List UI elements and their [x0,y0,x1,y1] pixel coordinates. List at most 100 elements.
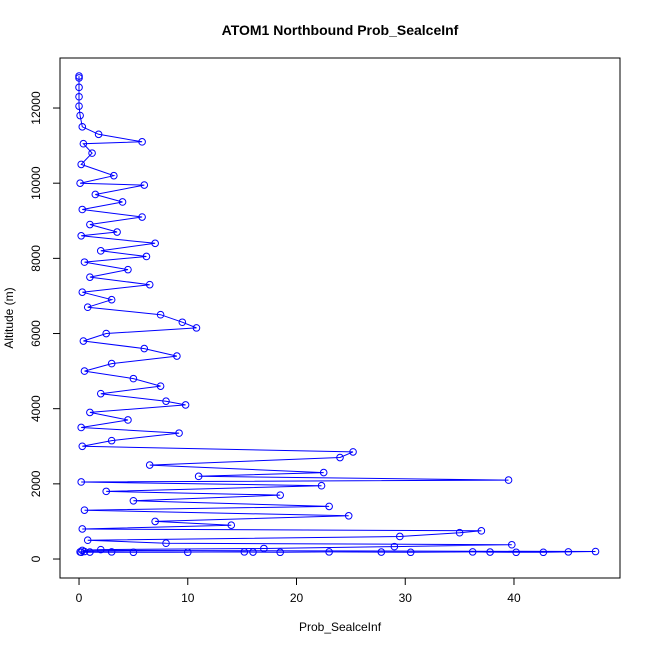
x-tick-label: 40 [507,591,521,605]
data-point [227,521,236,529]
data-point [349,448,357,456]
data-point [455,528,464,537]
data-point [86,408,94,417]
data-point [118,198,127,206]
data-point [156,310,165,319]
data-point [512,548,520,557]
data-point [96,545,105,554]
x-tick-label: 0 [76,591,83,605]
data-point [396,532,404,541]
data-point [86,273,94,281]
data-point [325,502,333,511]
data-point [129,374,138,383]
data-point [80,367,89,375]
x-tick-label: 20 [290,591,304,605]
data-point [77,478,86,486]
data-point [477,527,486,535]
data-point [138,138,146,146]
data-point [102,329,111,338]
data-point [77,423,86,432]
data-point [88,149,96,157]
data-point [107,359,116,368]
data-point [162,397,170,405]
data-point [240,548,249,556]
data-point [76,111,84,120]
data-point [145,280,154,289]
data-point [77,232,86,240]
data-point [76,179,84,187]
data-point [75,102,83,110]
data-point [140,181,149,189]
y-tick-label: 12000 [29,91,43,125]
data-point [539,548,548,557]
data-point [173,352,181,360]
data-point [276,548,284,557]
data-point [260,544,268,553]
data-point [75,83,83,92]
y-tick-label: 4000 [29,395,43,422]
data-point [175,429,183,437]
x-axis-label: Prob_SealceInf [299,620,382,634]
data-point [107,436,116,445]
data-point [319,468,328,477]
data-point [107,548,116,556]
data-point [249,548,257,556]
y-tick-label: 2000 [29,470,43,497]
data-point [96,389,105,398]
data-point [162,539,170,548]
data-point [377,548,386,556]
data-point [78,123,87,131]
data-point [194,472,203,481]
data-point [91,190,100,199]
y-tick-label: 10000 [29,166,43,200]
data-point [124,416,132,424]
data-point [79,139,88,148]
y-tick-label: 0 [29,555,43,562]
data-point [83,536,92,545]
data-point [80,547,89,556]
data-point [151,239,159,248]
data-point [78,525,87,533]
data-point [129,496,138,505]
data-point [86,220,94,229]
y-tick-label: 6000 [29,320,43,347]
data-point [276,491,284,499]
data-point [591,547,600,556]
data-point [80,258,89,266]
x-tick-label: 30 [399,591,413,605]
data-point [79,337,88,345]
data-point [486,548,494,556]
data-point [138,213,146,221]
data-point [192,324,201,332]
data-point [504,476,513,484]
data-point [508,540,516,549]
data-point [156,382,165,390]
data-point [183,548,192,557]
data-point [406,548,415,557]
data-point [325,548,333,556]
data-point [80,506,89,514]
data-point [142,252,151,261]
data-point [96,247,105,255]
data-point [78,442,87,451]
data-point [145,461,154,469]
data-point [86,548,94,556]
x-tick-label: 10 [181,591,195,605]
data-point [102,487,111,496]
data-point [178,318,187,327]
chart-title: ATOM1 Northbound Prob_SealceInf [222,22,459,38]
data-point [110,171,118,180]
data-point [181,401,190,409]
y-tick-label: 8000 [29,245,43,272]
data-point [78,205,87,214]
data-point [564,548,573,556]
data-point [140,344,149,353]
data-point [124,265,132,274]
data-point [78,288,87,296]
data-point [468,548,477,556]
y-axis-label: Altitude (m) [2,287,16,348]
plot-frame [59,57,621,579]
data-point [75,92,83,101]
